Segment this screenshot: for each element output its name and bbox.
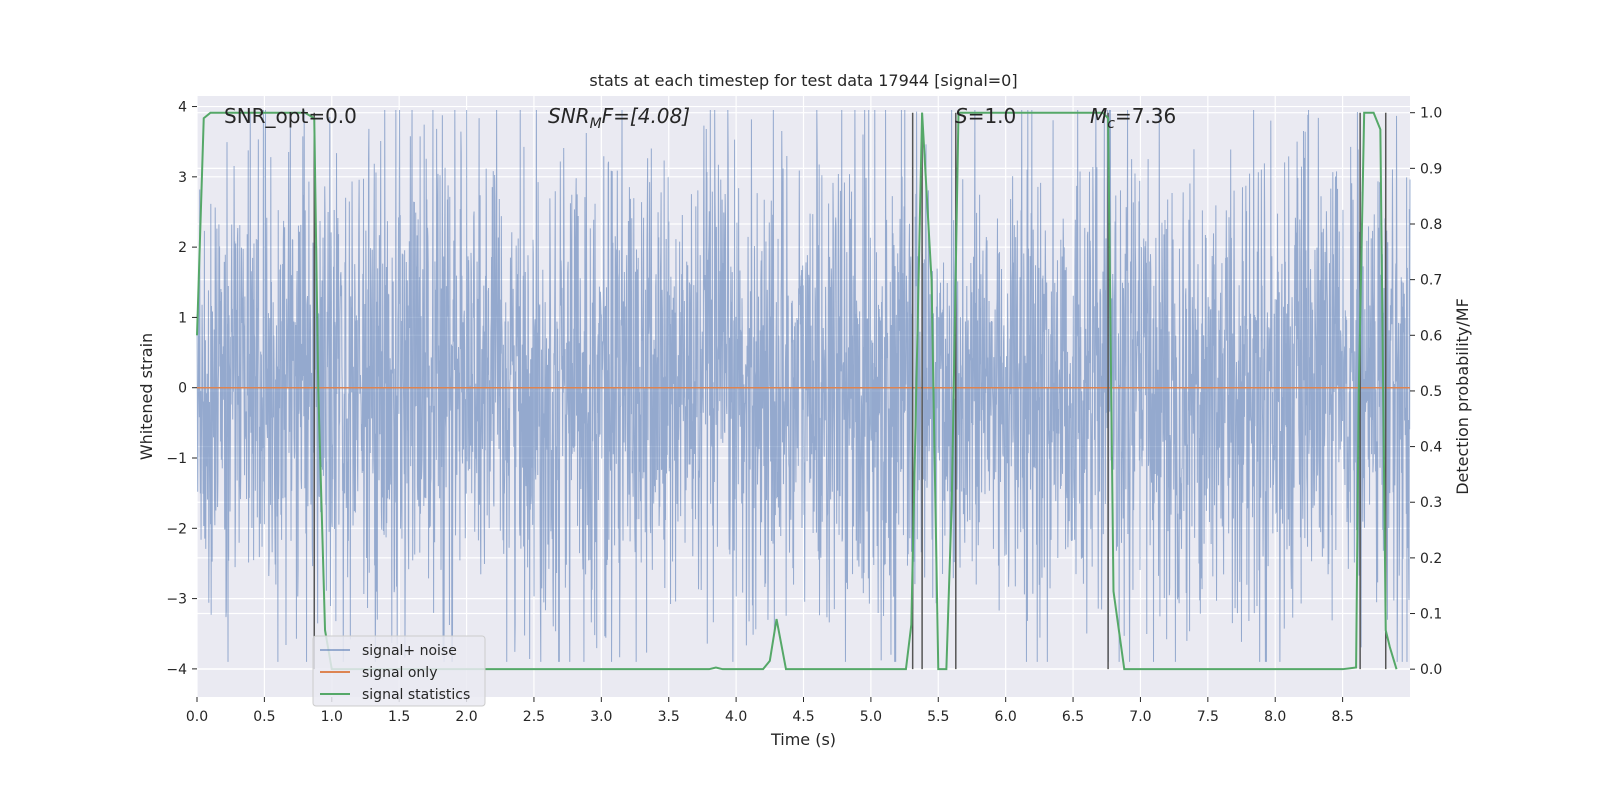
annotation-snr-mf-sub: M — [590, 116, 602, 132]
annotation-s-main: S — [955, 104, 968, 128]
x-tick-label: 3.5 — [658, 709, 680, 725]
y-right-tick-label: 0.4 — [1420, 440, 1442, 456]
line-signal-statistics — [196, 111, 1398, 671]
x-tick-label: 6.0 — [995, 709, 1017, 725]
legend: signal+ noise signal only signal statist… — [312, 635, 486, 707]
x-tick-label: 0.0 — [186, 709, 208, 725]
x-tick-label: 1.0 — [321, 709, 343, 725]
x-tick-label: 4.0 — [725, 709, 747, 725]
y-right-tick-label: 1.0 — [1420, 106, 1442, 122]
y-tick-label: 2 — [178, 240, 187, 256]
series-signal-statistics — [196, 111, 1398, 671]
y-right-tick-label: 0.1 — [1420, 607, 1442, 623]
annotation-snr-mf-main: SNR — [548, 104, 590, 128]
x-tick-label: 6.5 — [1062, 709, 1084, 725]
x-tick-label: 4.5 — [792, 709, 814, 725]
y-right-tick-label: 0.8 — [1420, 217, 1442, 233]
y-tick-label: 1 — [178, 310, 187, 326]
y-tick-label: −3 — [166, 592, 187, 608]
y-tick-labels: 4 3 2 1 0 −1 −2 −3 −4 — [166, 100, 197, 678]
y-tick-label: −1 — [166, 451, 187, 467]
x-axis-label: Time (s) — [770, 730, 836, 749]
x-tick-label: 1.5 — [388, 709, 410, 725]
annotation-snr-mf: SNRMF=[4.08] — [548, 104, 690, 132]
line-signal-noise — [196, 110, 1411, 662]
annotation-mc-sub: c — [1107, 116, 1115, 132]
y-tick-label: −2 — [166, 521, 187, 537]
x-tick-label: 2.0 — [455, 709, 477, 725]
chart-title: stats at each timestep for test data 179… — [589, 71, 1017, 90]
y-right-axis-label: Detection probability/MF — [1453, 298, 1472, 495]
annotation-snr-opt: SNR_opt=0.0 — [224, 104, 357, 128]
x-tick-label: 5.5 — [927, 709, 949, 725]
y-right-tick-label: 0.2 — [1420, 551, 1442, 567]
x-tick-labels: 0.0 0.5 1.0 1.5 2.0 2.5 3.0 3.5 4.0 4.5 5.0 5.5 6.0 6… — [186, 697, 1354, 725]
annotation-snr-mf-rest: F=[4.08] — [602, 104, 690, 128]
y-right-tick-label: 0.7 — [1420, 273, 1442, 289]
y-right-tick-label: 0.3 — [1420, 495, 1442, 511]
y-tick-label: 3 — [178, 170, 187, 186]
y-axis-label: Whitened strain — [137, 333, 156, 460]
y-tick-label: 0 — [178, 381, 187, 397]
y-right-tick-label: 0.9 — [1420, 161, 1442, 177]
y-tick-label: −4 — [166, 662, 187, 678]
y-right-tick-label: 0.0 — [1420, 662, 1442, 678]
x-tick-label: 8.5 — [1331, 709, 1353, 725]
y-tick-label: 4 — [178, 100, 187, 116]
x-tick-label: 5.0 — [860, 709, 882, 725]
annotation-s: S=1.0 — [955, 104, 1016, 128]
x-tick-label: 2.5 — [523, 709, 545, 725]
x-tick-label: 0.5 — [253, 709, 275, 725]
y-right-tick-labels: 1.0 0.9 0.8 0.7 0.6 0.5 0.4 0.3 0.2 0.1 0.0 — [1410, 106, 1442, 678]
y-right-tick-label: 0.6 — [1420, 328, 1442, 344]
legend-label-signal-noise: signal+ noise — [362, 643, 457, 659]
annotation-s-rest: =1.0 — [968, 104, 1017, 128]
annotation-mc-rest: =7.36 — [1115, 104, 1176, 128]
series-signal-noise — [196, 110, 1411, 662]
x-tick-label: 7.5 — [1197, 709, 1219, 725]
annotation-mc: Mc=7.36 — [1090, 104, 1176, 132]
legend-box — [312, 635, 486, 707]
legend-label-signal-only: signal only — [362, 665, 437, 681]
x-tick-label: 8.0 — [1264, 709, 1286, 725]
x-tick-label: 7.0 — [1129, 709, 1151, 725]
x-tick-label: 3.0 — [590, 709, 612, 725]
legend-label-signal-statistics: signal statistics — [362, 687, 470, 703]
annotation-mc-main: M — [1090, 104, 1107, 128]
y-right-tick-label: 0.5 — [1420, 384, 1442, 400]
